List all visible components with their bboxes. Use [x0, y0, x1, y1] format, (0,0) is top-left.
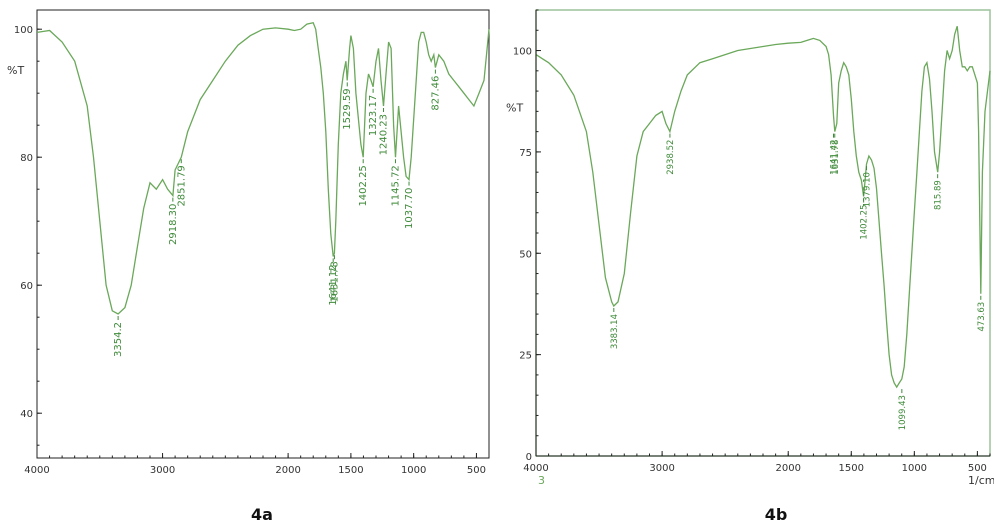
- x-tick-label: 4000: [24, 465, 49, 476]
- x-tick-label: 4000: [523, 463, 548, 474]
- peak-label: 3354.2: [113, 322, 124, 357]
- plot-frame-4b: [535, 9, 991, 457]
- figure-label-4b: 4b: [765, 505, 788, 524]
- y-tick-label: 80: [20, 153, 33, 164]
- peak-label: 2918.30: [168, 204, 179, 245]
- spectrum-line-4b: [535, 26, 991, 389]
- peak-label: 1379.10: [863, 172, 873, 207]
- y-tick-label: 40: [20, 409, 33, 420]
- panel-4a: 4000 3000 2000 1500 1000 500 100 80 60 40 %T 3354…: [7, 9, 490, 476]
- y-tick-label: 75: [519, 148, 532, 159]
- x-tick-label: 3000: [150, 465, 175, 476]
- y-tick-label: 60: [20, 281, 33, 292]
- x-tick-label: 500: [467, 465, 486, 476]
- y-tick-label: 0: [526, 452, 532, 463]
- x-tick-label: 3000: [649, 463, 674, 474]
- y-axis-label-4b: %T: [506, 101, 523, 114]
- figure-label-4a: 4a: [251, 505, 273, 524]
- peak-label: 2851.79: [176, 165, 187, 206]
- x-tick-label: 2000: [775, 463, 800, 474]
- x-tick-label: 2000: [275, 465, 300, 476]
- peak-label: 1240.23: [379, 114, 390, 155]
- peak-label: 1631.78: [329, 261, 340, 302]
- y-tick-label: 25: [519, 351, 532, 362]
- peak-label: 1641.42: [830, 140, 840, 175]
- peak-label: 1037.70: [404, 188, 415, 229]
- panel-4b: 4000 3000 2000 1500 1000 500 100 75 50 25 0 %T 1/c…: [506, 9, 994, 487]
- peak-label: 3383.14: [610, 314, 620, 349]
- y-tick-label: 50: [519, 249, 532, 260]
- x-tick-label: 1000: [401, 465, 426, 476]
- peak-label: 2938.52: [666, 140, 676, 175]
- peak-label: 815.89: [934, 180, 944, 210]
- spectrum-line-4a: [36, 22, 490, 315]
- peak-label: 1099.43: [898, 395, 908, 430]
- peak-label: 1631.78: [831, 140, 841, 175]
- peak-label: 473.63: [977, 302, 987, 332]
- peak-label: 1402.25: [358, 165, 369, 206]
- peak-label: 1529.59: [342, 88, 353, 129]
- corner-label-4b: 3: [538, 474, 545, 487]
- peak-label: 1145.72: [391, 165, 402, 206]
- plot-frame-4a: [36, 9, 490, 459]
- x-tick-label: 1500: [338, 465, 363, 476]
- axis-ticks-4b: 4000 3000 2000 1500 1000 500 100 75 50 25 0: [513, 9, 991, 474]
- x-tick-label: 1500: [839, 463, 864, 474]
- y-axis-label-4a: %T: [7, 64, 24, 77]
- x-axis-unit-4b: 1/cm: [968, 474, 994, 487]
- peak-label: 1402.25: [860, 205, 870, 240]
- peak-label: 827.46: [430, 76, 441, 111]
- y-tick-label: 100: [14, 25, 33, 36]
- x-tick-label: 1000: [902, 463, 927, 474]
- y-tick-label: 100: [513, 47, 532, 58]
- axis-ticks-4a: 4000 3000 2000 1500 1000 500 100 80 60 40: [14, 25, 490, 476]
- peak-label: 1641.12: [328, 264, 339, 305]
- peak-label: 1323.17: [368, 95, 379, 136]
- x-tick-label: 500: [968, 463, 987, 474]
